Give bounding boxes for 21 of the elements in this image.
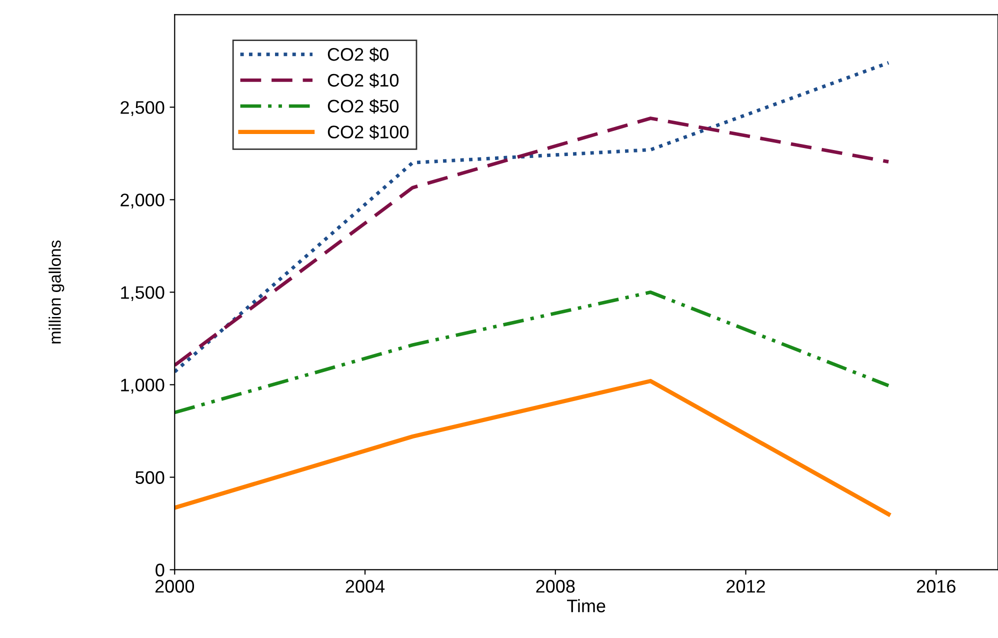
legend-label: CO2 $0: [328, 47, 388, 62]
line-series: [174, 116, 890, 368]
x-tick-label: 2016: [916, 580, 956, 593]
legend-label: CO2 $10: [328, 73, 399, 88]
y-axis-title: million gallons: [48, 240, 64, 344]
x-tick-label: 2012: [726, 580, 765, 593]
y-tick-label: 1,000: [121, 378, 164, 394]
y-tick-label: 2,000: [120, 194, 164, 209]
x-tick-label: 2008: [536, 580, 575, 593]
y-tick-label: 0: [156, 564, 164, 576]
line-series: [174, 61, 890, 374]
y-tick-label: 500: [136, 471, 164, 484]
x-axis-title: Time: [567, 599, 606, 612]
y-tick-label: 2,500: [120, 101, 164, 116]
legend-label: CO2 $50: [328, 99, 399, 114]
legend-label: CO2 $100: [328, 124, 409, 140]
x-tick-label: 2000: [155, 580, 194, 593]
y-tick-label: 1,500: [121, 286, 164, 302]
x-tick-label: 2004: [346, 580, 385, 593]
line-series: [174, 378, 891, 516]
line-series: [174, 290, 890, 414]
